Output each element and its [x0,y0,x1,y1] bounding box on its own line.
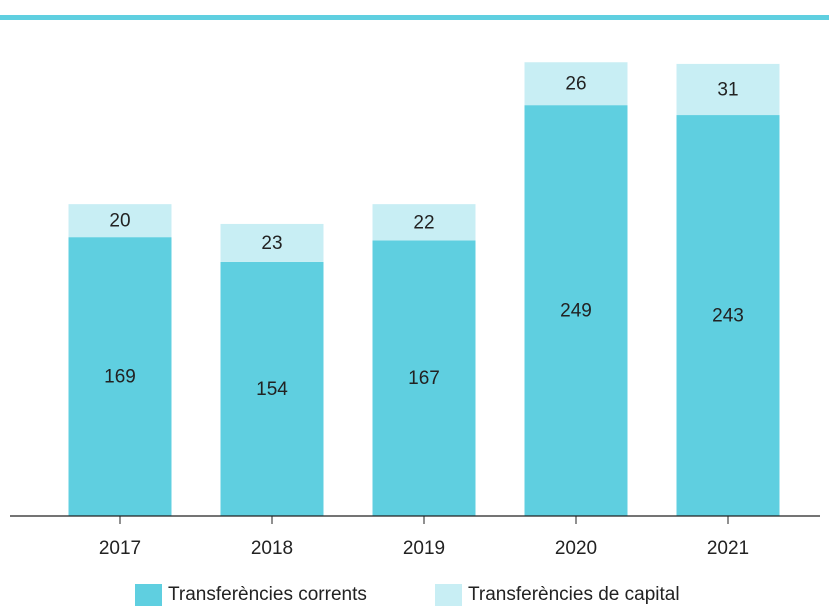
legend-swatch [135,584,162,606]
bar-segment [524,105,628,517]
bar-segment [524,62,628,106]
legend-swatch [435,584,462,606]
x-tick-label: 2020 [555,538,597,559]
bar-segment [372,204,476,241]
data-label: 20 [109,211,130,232]
data-label: 243 [712,306,744,327]
x-tick-label: 2018 [251,538,293,559]
bar-segment [68,204,172,238]
data-label: 22 [413,212,434,233]
data-label: 167 [408,368,440,389]
top-rule [0,15,829,20]
legend-label: Transferències de capital [468,584,680,605]
bar-segment [68,237,172,516]
bar-segment [220,223,324,262]
data-label: 23 [261,233,282,254]
x-tick-label: 2019 [403,538,445,559]
data-label: 169 [104,367,136,388]
legend-label: Transferències corrents [168,584,367,605]
data-label: 249 [560,301,592,322]
bar-segment [372,240,476,516]
data-label: 31 [717,79,738,100]
x-tick-label: 2021 [707,538,749,559]
x-tick-label: 2017 [99,538,141,559]
data-label: 154 [256,379,288,400]
bar-segment [220,261,324,516]
bar-segment [676,115,780,517]
data-label: 26 [565,74,586,95]
bar-segment [676,63,780,116]
